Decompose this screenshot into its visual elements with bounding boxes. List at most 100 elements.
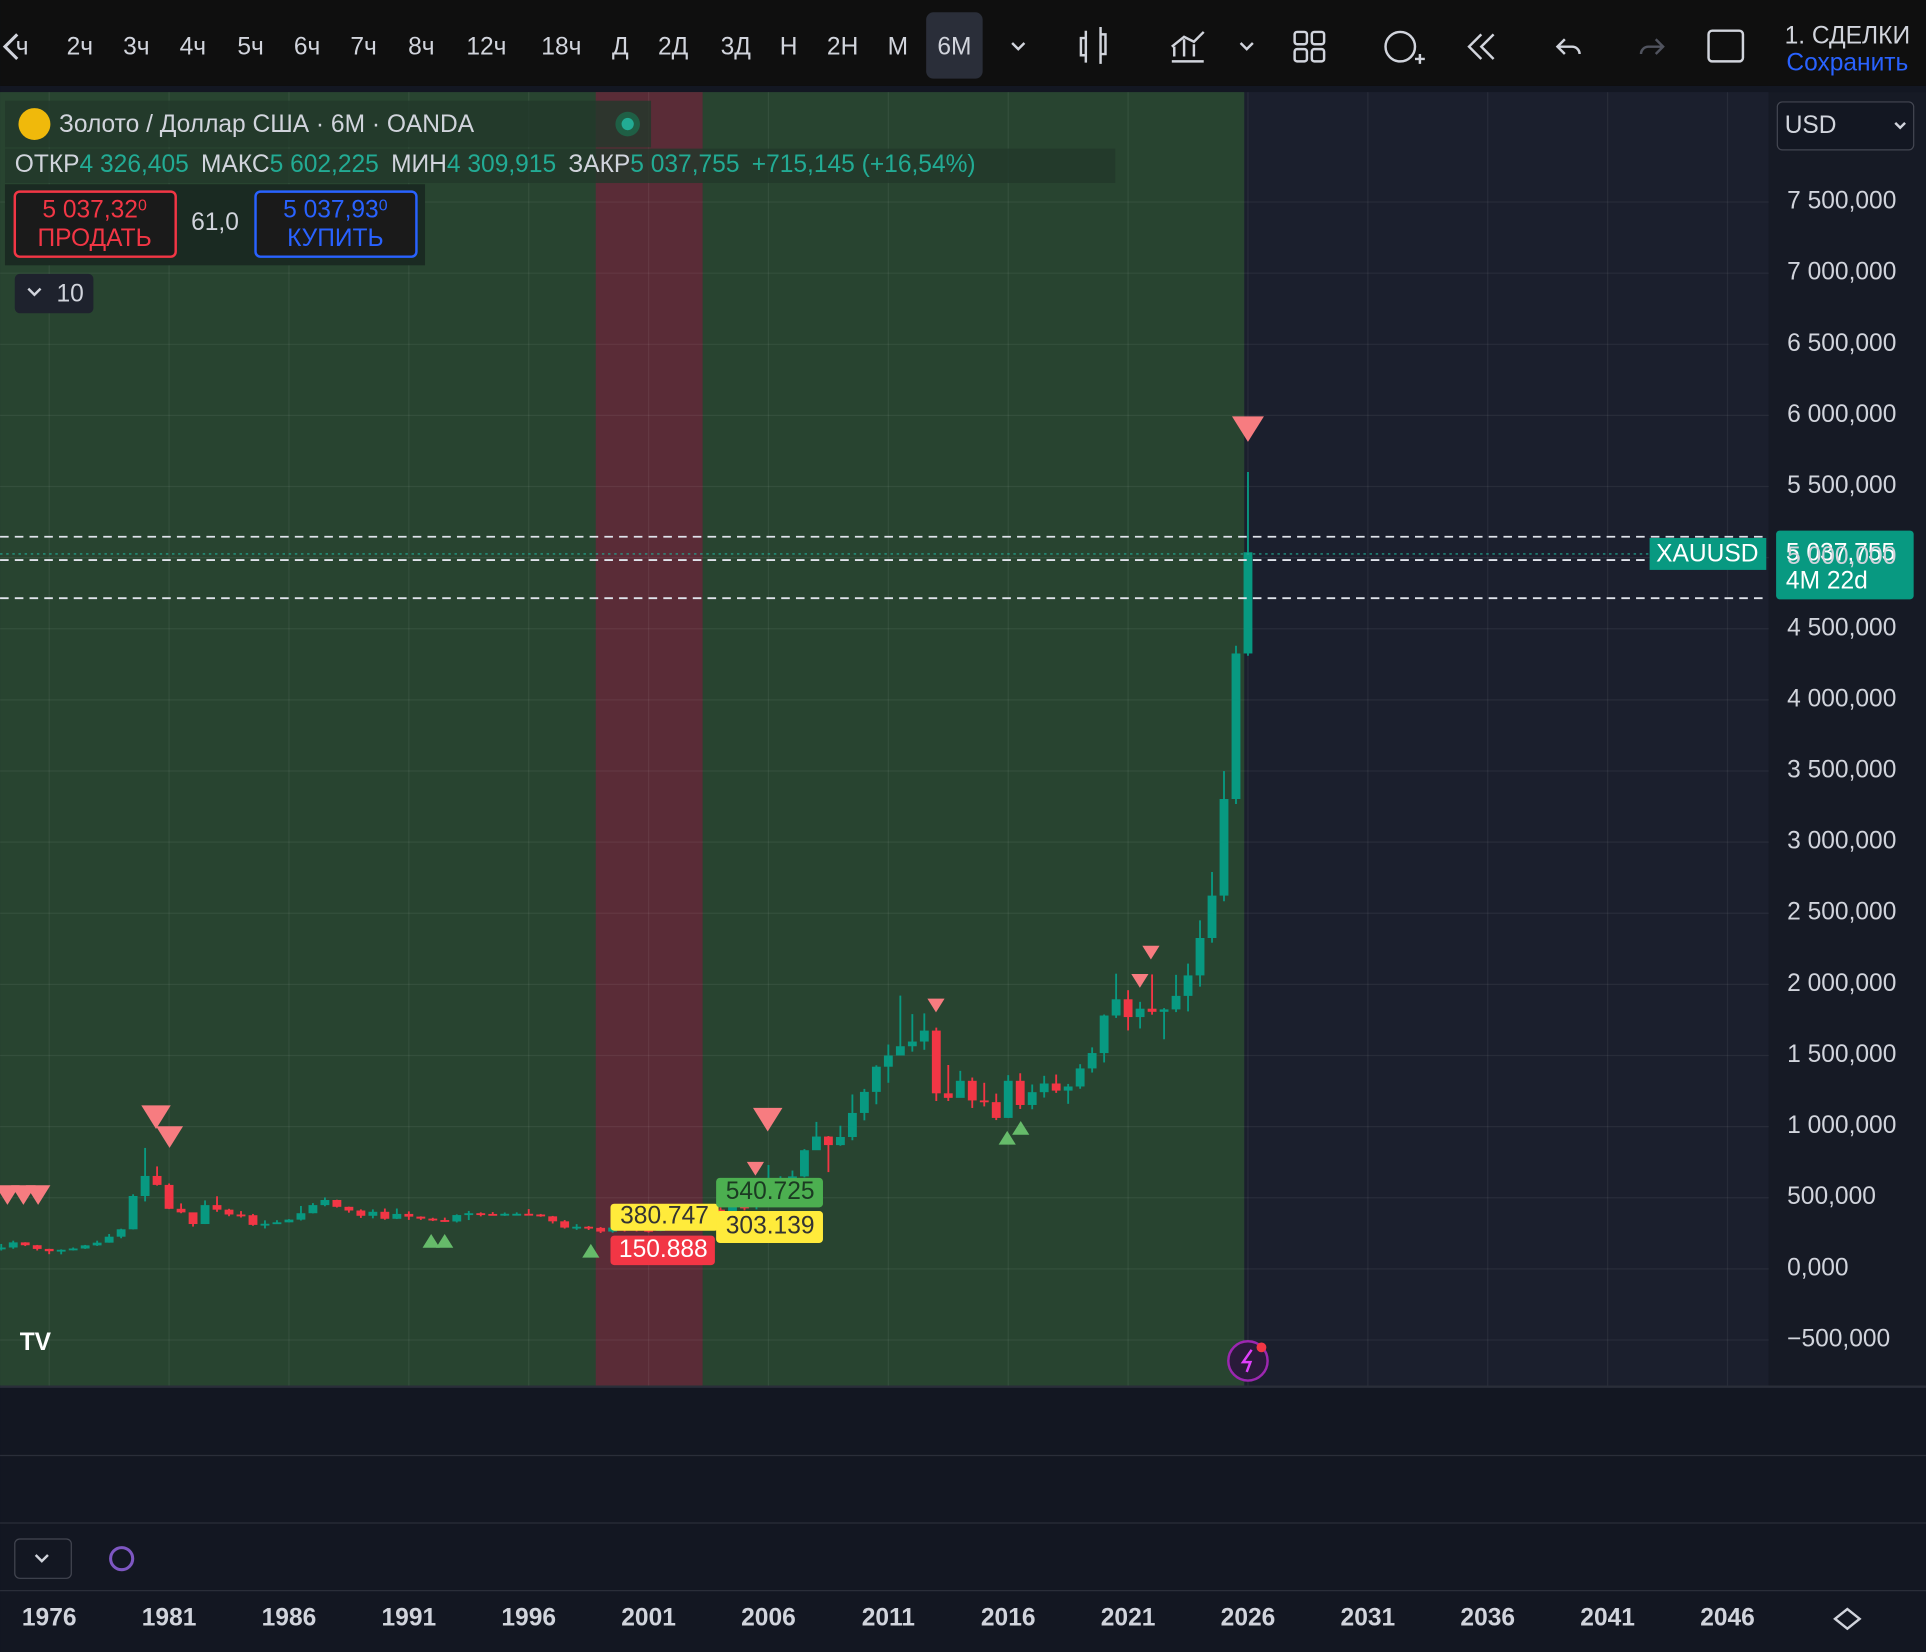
y-tick-label: 3 500,000	[1787, 756, 1896, 783]
candle-body	[452, 1215, 462, 1222]
interval-button[interactable]: 5ч	[237, 33, 263, 60]
candle-body	[92, 1242, 102, 1246]
candle-body	[1099, 1015, 1109, 1054]
settings-icon[interactable]	[1833, 1607, 1862, 1631]
red-zone	[595, 92, 703, 1386]
toggle-chevron	[27, 287, 42, 297]
interval-button[interactable]: Д	[612, 33, 629, 60]
buy-signal	[582, 1243, 600, 1258]
label-box	[716, 1177, 823, 1208]
annotation: 150.888	[619, 1236, 708, 1263]
save-button[interactable]: Сохранить	[1786, 49, 1908, 76]
interval-button[interactable]: 6М	[937, 33, 971, 60]
interval-button[interactable]: 6ч	[294, 33, 320, 60]
y-tick-label: 500,000	[1787, 1183, 1876, 1210]
fullscreen-icon[interactable]	[1707, 29, 1745, 63]
candle-body	[80, 1245, 90, 1249]
scroll-left[interactable]	[2, 33, 19, 61]
currency: USD	[1785, 112, 1837, 139]
interval-button[interactable]: 18ч	[541, 33, 581, 60]
sell-signal	[1231, 416, 1264, 442]
candle-body	[320, 1199, 330, 1206]
candle-body	[1207, 895, 1217, 938]
interval-button[interactable]: 8ч	[408, 33, 434, 60]
candle-body	[212, 1205, 222, 1210]
candle-body	[967, 1080, 977, 1101]
candle-body	[308, 1205, 318, 1214]
candle-body	[0, 1247, 6, 1250]
candle-body	[152, 1175, 162, 1185]
y-tick-label: 2 500,000	[1787, 899, 1896, 926]
y-tick-label: 4 000,000	[1787, 685, 1896, 712]
interval-button[interactable]: Н	[780, 33, 798, 60]
indicators-dropdown[interactable]	[1239, 42, 1254, 51]
x-tick-label: 1986	[262, 1604, 317, 1631]
candle-body	[991, 1102, 1001, 1118]
interval-button[interactable]: 2Д	[658, 33, 689, 60]
interval-button[interactable]: 7ч	[350, 33, 376, 60]
candle-body	[344, 1206, 354, 1211]
sync-icon[interactable]	[109, 1546, 135, 1572]
candle-body	[823, 1136, 833, 1146]
candle-body	[356, 1210, 366, 1216]
candle-body	[1183, 975, 1193, 996]
indicators-icon[interactable]	[1171, 31, 1205, 63]
last-price-tag	[1776, 530, 1914, 600]
y-tick-label: 6 000,000	[1787, 401, 1896, 428]
interval-button[interactable]: 2ч	[67, 33, 93, 60]
buy-price-main: 5 037,93	[283, 197, 379, 224]
buy-signal	[1012, 1121, 1030, 1135]
countdown: 4M 22d	[1786, 568, 1868, 595]
alert-icon[interactable]	[1384, 30, 1417, 63]
candle-body	[332, 1199, 342, 1207]
symbol-icon	[18, 108, 51, 141]
buy-signal	[422, 1234, 440, 1248]
candle-body	[260, 1223, 270, 1226]
buy-button[interactable]	[254, 190, 418, 258]
interval-button[interactable]: 2Н	[827, 33, 858, 60]
interval-button[interactable]: 4ч	[180, 33, 206, 60]
collapse-chevron	[34, 1554, 49, 1563]
buy-price-sup: 0	[379, 198, 388, 215]
candle-body	[596, 1227, 606, 1232]
x-tick-label: 2021	[1101, 1604, 1156, 1631]
candle-body	[931, 1030, 941, 1094]
layouts-icon[interactable]	[1293, 30, 1309, 46]
layout-name[interactable]: 1. СДЕЛКИ	[1785, 22, 1911, 49]
interval-button[interactable]: 12ч	[466, 33, 506, 60]
candle-body	[248, 1215, 258, 1225]
candle-body	[68, 1248, 78, 1251]
interval-button[interactable]: 3ч	[123, 33, 149, 60]
candle-body	[392, 1213, 402, 1219]
candle-body	[116, 1229, 126, 1237]
chart-type-icon[interactable]	[1079, 27, 1107, 64]
candle-body	[811, 1136, 821, 1151]
candle-body	[428, 1218, 438, 1221]
interval-button[interactable]: ч	[16, 33, 29, 60]
x-tick-label: 2046	[1700, 1604, 1755, 1631]
candle-body	[1123, 999, 1133, 1018]
label-box	[610, 1235, 715, 1266]
sell-label: ПРОДАТЬ	[38, 225, 152, 252]
interval-button[interactable]: 3Д	[721, 33, 752, 60]
candle-body	[1063, 1086, 1073, 1091]
replay-icon[interactable]	[1467, 33, 1495, 60]
interval-button[interactable]: М	[888, 33, 908, 60]
price-lines	[0, 535, 1769, 600]
candle-body	[236, 1214, 246, 1217]
x-tick-label: 2011	[862, 1604, 915, 1631]
candle-body	[859, 1091, 869, 1113]
lightning-icon	[1240, 1349, 1253, 1373]
redo-icon[interactable]	[1639, 38, 1665, 55]
sell-signal	[25, 1185, 51, 1205]
indicators-toggle[interactable]	[14, 273, 94, 314]
sell-signal	[752, 1107, 783, 1132]
interval-dropdown[interactable]	[1011, 42, 1026, 51]
currency-select[interactable]	[1776, 101, 1915, 151]
sell-button[interactable]	[13, 190, 177, 258]
candle-body	[416, 1216, 426, 1219]
sell-signal	[1142, 945, 1160, 960]
undo-icon[interactable]	[1555, 38, 1581, 55]
candle-body	[740, 1206, 749, 1209]
candle-body	[200, 1205, 210, 1225]
